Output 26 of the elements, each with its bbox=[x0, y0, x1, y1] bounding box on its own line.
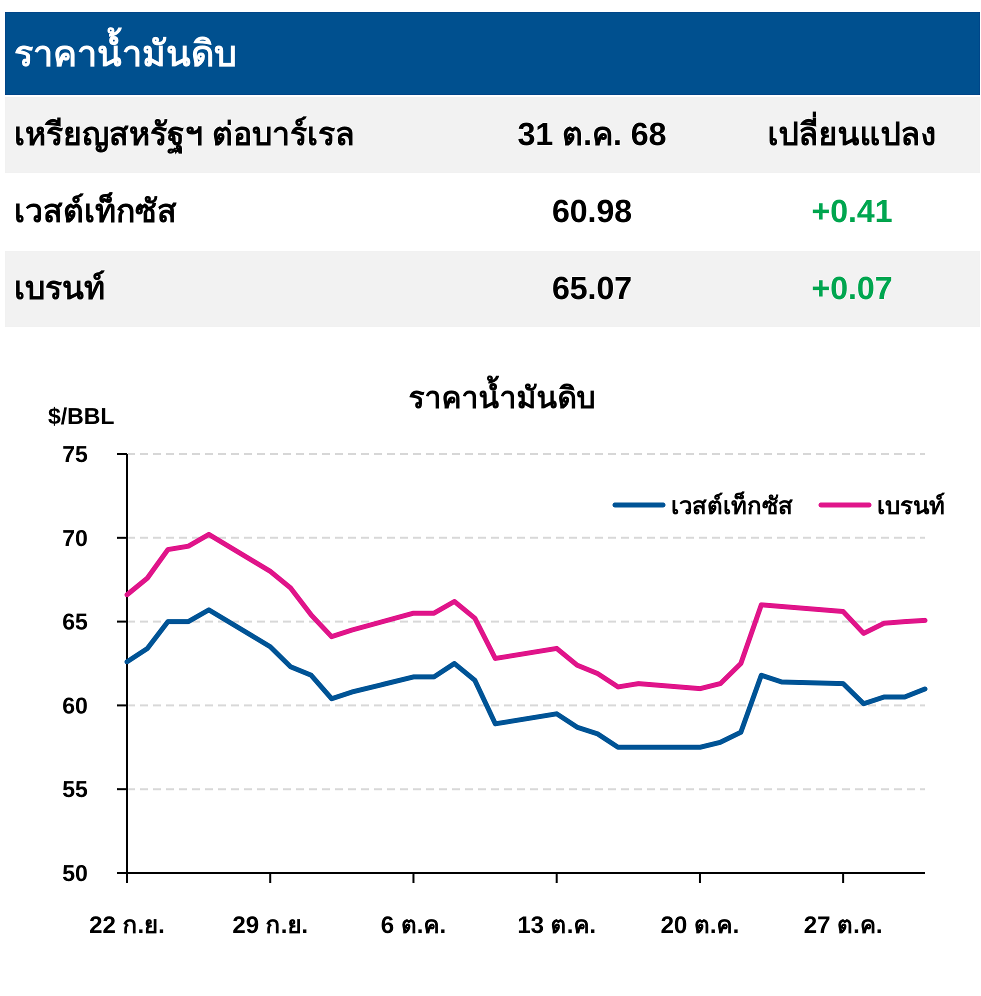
x-tick-label: 29 ก.ย. bbox=[232, 912, 308, 939]
text: 31 ต.ค. 68 bbox=[518, 116, 666, 152]
text: เบรนท์ bbox=[14, 270, 105, 306]
legend-label: เบรนท์ bbox=[877, 492, 945, 520]
text: เหรียญสหรัฐฯ ต่อบาร์เรล bbox=[14, 116, 355, 155]
y-tick-label: 60 bbox=[62, 692, 88, 718]
y-axis-title: $/BBL bbox=[48, 403, 114, 429]
x-tick-label: 13 ต.ค. bbox=[517, 912, 596, 939]
legend-label: เวสต์เท็กซัส bbox=[671, 491, 793, 520]
text: เปลี่ยนแปลง bbox=[768, 111, 936, 152]
y-tick-label: 75 bbox=[62, 441, 88, 467]
text: +0.07 bbox=[812, 270, 892, 306]
y-tick-label: 55 bbox=[62, 776, 88, 802]
text: ราคาน้ำมันดิบ bbox=[14, 27, 237, 74]
y-tick-label: 50 bbox=[62, 860, 88, 886]
x-tick-label: 22 ก.ย. bbox=[89, 912, 165, 939]
x-tick-label: 20 ต.ค. bbox=[660, 912, 740, 939]
text: เวสต์เท็กซัส bbox=[14, 191, 177, 229]
x-tick-label: 6 ต.ค. bbox=[380, 912, 446, 939]
text: 65.07 bbox=[552, 270, 632, 306]
text: +0.41 bbox=[812, 193, 892, 229]
chart-title: ราคาน้ำมันดิบ bbox=[408, 375, 596, 415]
x-tick-label: 27 ต.ค. bbox=[804, 912, 883, 939]
text: 60.98 bbox=[552, 193, 632, 229]
y-tick-label: 65 bbox=[62, 608, 88, 635]
y-tick-label: 70 bbox=[62, 524, 88, 551]
